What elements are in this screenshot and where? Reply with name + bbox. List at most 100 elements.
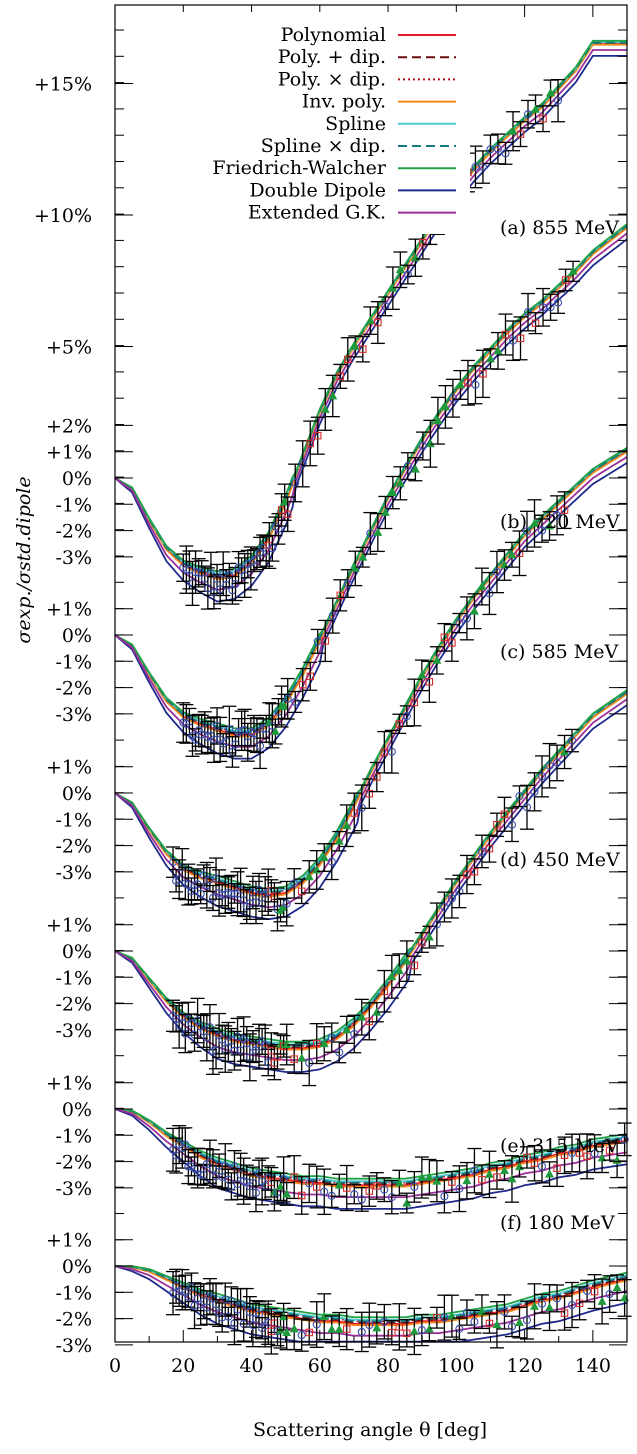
data-point — [417, 1326, 426, 1335]
data-point — [196, 889, 205, 898]
data-point — [447, 1311, 457, 1320]
legend-label: Inv. poly. — [302, 91, 386, 113]
data-point — [515, 792, 524, 801]
data-point — [403, 1329, 411, 1338]
y-tick-label: +1% — [46, 757, 92, 779]
data-point — [545, 761, 554, 770]
data-point — [477, 1306, 487, 1316]
data-point — [403, 462, 412, 471]
y-tick-label: -2% — [55, 1152, 92, 1174]
data-point — [334, 836, 344, 845]
data-point — [387, 1193, 396, 1202]
data-point — [515, 1317, 524, 1326]
y-tick-label: -2% — [55, 994, 92, 1016]
y-tick-label: +10% — [34, 205, 92, 227]
data-point — [312, 1039, 321, 1048]
data-point — [424, 932, 434, 941]
data-point — [342, 1025, 352, 1034]
data-point — [291, 697, 300, 706]
data-point — [291, 478, 300, 488]
data-point — [336, 372, 345, 381]
y-tick-label: 0% — [62, 468, 92, 490]
data-point — [552, 1294, 562, 1303]
axes-layer: 0 20 40 60 80 100 120 140 +15% +10% +5% +2% +1% 0% -1%… — [34, 4, 628, 1377]
data-point — [424, 1172, 434, 1181]
data-point — [432, 920, 441, 929]
y-tick-label: -1% — [55, 651, 92, 673]
data-point — [298, 680, 307, 689]
data-point — [282, 899, 291, 908]
data-point — [168, 858, 178, 867]
data-point — [312, 1183, 321, 1191]
data-point — [328, 611, 337, 620]
data-point — [334, 1180, 344, 1189]
x-tick-label: 120 — [506, 1355, 542, 1377]
data-point — [313, 637, 322, 646]
data-point — [297, 887, 306, 896]
y-axis-label: σexp./σstd.dipole — [13, 476, 35, 643]
legend-label: Double Dipole — [249, 179, 386, 201]
y-tick-label: 0% — [62, 625, 92, 647]
data-point — [402, 956, 412, 965]
data-point — [225, 571, 234, 580]
data-point — [455, 1184, 464, 1193]
data-point — [516, 334, 525, 343]
data-point — [554, 96, 563, 105]
data-point — [394, 965, 404, 975]
data-point — [425, 438, 435, 448]
data-point — [270, 726, 280, 735]
data-point — [554, 298, 563, 307]
data-point — [523, 110, 533, 119]
data-point — [280, 497, 290, 506]
data-point — [492, 1319, 502, 1329]
data-point — [410, 698, 419, 707]
data-point — [455, 1324, 464, 1333]
legend-label: Poly. + dip. — [278, 46, 386, 68]
data-point — [485, 844, 494, 853]
data-point — [221, 1295, 230, 1304]
data-point — [365, 1321, 374, 1330]
data-point — [432, 655, 442, 664]
data-point — [471, 380, 480, 389]
data-point — [522, 803, 532, 812]
model-curve — [114, 225, 628, 734]
data-point — [298, 459, 307, 468]
data-point — [440, 1192, 449, 1201]
data-point — [516, 130, 525, 138]
data-point — [365, 789, 374, 798]
y-tick-label: +1% — [46, 1230, 92, 1252]
data-point — [568, 266, 578, 275]
data-point — [530, 518, 539, 527]
data-point — [440, 633, 449, 642]
data-point — [312, 1320, 321, 1329]
data-point — [469, 606, 479, 615]
model-curve — [114, 39, 627, 573]
data-point — [590, 1287, 599, 1296]
data-point — [537, 526, 547, 535]
data-point — [388, 487, 398, 496]
x-tick-label: 140 — [575, 1355, 611, 1377]
data-point — [583, 1152, 591, 1161]
data-point — [492, 567, 502, 577]
y-tick-label: -2% — [55, 678, 92, 700]
data-point — [507, 549, 517, 559]
data-point — [181, 1140, 190, 1149]
data-point — [493, 1173, 501, 1181]
data-point — [380, 987, 389, 995]
y-tick-label: +2% — [46, 415, 92, 437]
data-point — [395, 1323, 404, 1331]
data-point — [290, 1055, 298, 1063]
data-point — [251, 1188, 261, 1197]
data-point — [583, 1287, 592, 1296]
data-point — [304, 871, 314, 881]
data-point — [350, 563, 360, 572]
data-point — [373, 1182, 381, 1190]
x-tick-label: 20 — [171, 1355, 195, 1377]
data-point — [493, 346, 503, 355]
model-curve — [114, 232, 628, 748]
model-curve — [114, 238, 628, 760]
data-point — [320, 404, 330, 413]
y-tick-label: +1% — [46, 599, 92, 621]
data-point — [205, 875, 214, 884]
data-point — [612, 1282, 622, 1292]
